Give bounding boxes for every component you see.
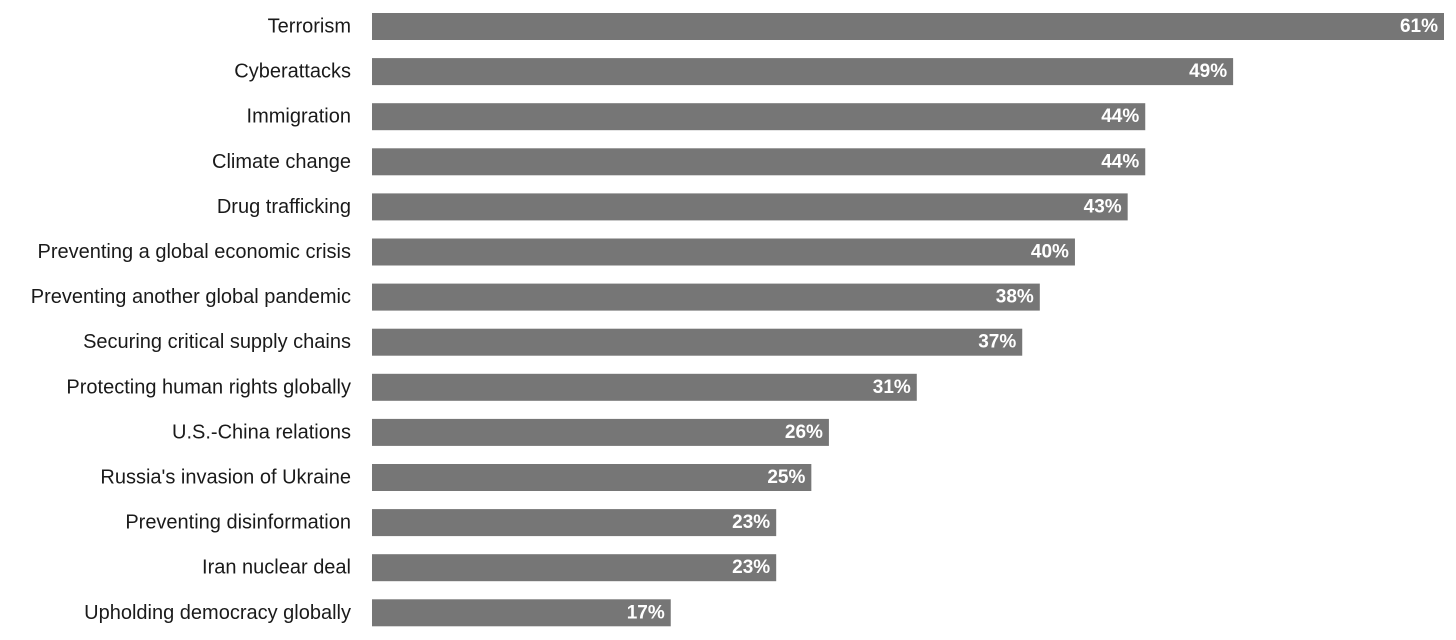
bar	[372, 148, 1146, 176]
bar	[372, 328, 1023, 356]
value-label: 23%	[732, 512, 770, 533]
bar	[372, 103, 1146, 131]
bar	[372, 554, 777, 582]
category-label: Protecting human rights globally	[66, 376, 351, 398]
category-label: Russia's invasion of Ukraine	[100, 467, 351, 489]
value-label: 44%	[1101, 106, 1139, 127]
bar	[372, 599, 671, 627]
category-label: Upholding democracy globally	[84, 602, 351, 624]
value-label: 23%	[732, 557, 770, 578]
category-label: Preventing disinformation	[125, 512, 351, 534]
value-label: 38%	[996, 287, 1034, 308]
bar	[372, 464, 812, 491]
value-label: 31%	[873, 377, 911, 398]
value-label: 61%	[1400, 16, 1438, 37]
category-label: Preventing another global pandemic	[31, 286, 351, 308]
bars	[372, 13, 1444, 627]
bar	[372, 238, 1075, 266]
category-labels: Terrorism Cyberattacks Immigration Climate …	[31, 16, 351, 624]
bar	[372, 58, 1234, 86]
category-label: Terrorism	[268, 16, 351, 38]
category-label: Iran nuclear deal	[202, 557, 351, 579]
value-label: 44%	[1101, 151, 1139, 172]
category-label: Securing critical supply chains	[83, 331, 351, 353]
category-label: Immigration	[247, 106, 351, 128]
value-label: 25%	[767, 467, 805, 488]
bar	[372, 13, 1444, 40]
value-label: 40%	[1031, 242, 1069, 263]
bar	[372, 418, 829, 446]
bar	[372, 373, 917, 401]
value-label: 17%	[627, 602, 665, 623]
bar	[372, 509, 777, 537]
value-label: 43%	[1084, 196, 1122, 217]
category-label: Cyberattacks	[234, 61, 351, 83]
value-label: 37%	[978, 332, 1016, 353]
category-label: Drug trafficking	[217, 196, 351, 218]
category-label: U.S.-China relations	[172, 421, 351, 443]
value-labels: 61% 49% 44% 44% 43% 40% 38% 37% 31% 26% 25% 23% 23% 1…	[627, 16, 1438, 623]
value-label: 26%	[785, 422, 823, 443]
value-label: 49%	[1189, 61, 1227, 82]
bar	[372, 193, 1128, 221]
category-label: Climate change	[212, 151, 351, 173]
category-label: Preventing a global economic crisis	[38, 241, 352, 263]
bar	[372, 283, 1040, 311]
